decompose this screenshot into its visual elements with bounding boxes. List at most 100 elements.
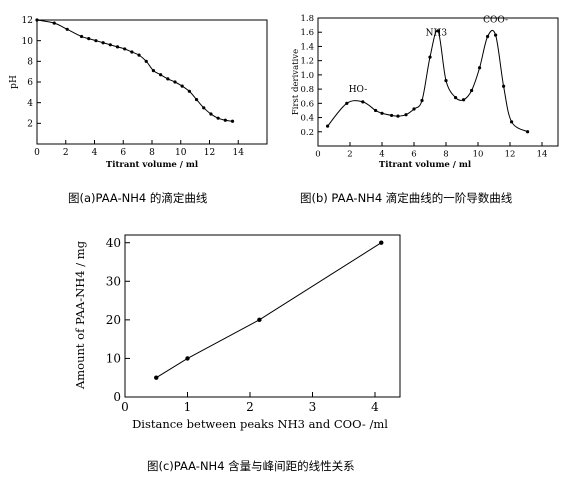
x-tick-label: 10 (473, 150, 484, 160)
y-tick-label: 1.4 (300, 42, 314, 52)
data-point (35, 18, 39, 22)
data-point (166, 77, 170, 81)
x-tick-label: 8 (149, 148, 155, 158)
data-point (159, 73, 163, 77)
data-point (216, 116, 220, 120)
data-point (137, 53, 141, 57)
data-point (115, 45, 120, 49)
chart-b-annotations: HO- NH3 COO- (349, 16, 508, 96)
chart-c-x-axis-label: Distance between peaks NH3 and COO- /ml (132, 417, 388, 431)
data-point (187, 89, 191, 93)
data-point (326, 124, 330, 128)
y-tick-label: 20 (106, 313, 121, 327)
x-tick-label: 0 (34, 148, 40, 158)
y-tick-label: 4 (27, 99, 33, 109)
x-tick-label: 12 (505, 150, 516, 160)
data-point (380, 111, 384, 115)
x-tick-label: 4 (371, 400, 379, 414)
data-point (436, 29, 440, 33)
x-tick-label: 0 (315, 150, 320, 160)
y-tick-label: 40 (106, 236, 121, 250)
data-point (173, 80, 177, 84)
y-tick-label: 8 (27, 57, 33, 67)
chart-b-first-derivative: 0 2 4 6 8 10 12 14 0.2 0.4 0.6 0.8 1.0 1.2 1.4 1.6 1.8 H… (291, 14, 559, 170)
data-point (486, 34, 490, 39)
y-tick-label: 2 (27, 119, 33, 129)
data-point (379, 240, 384, 245)
data-point (144, 59, 148, 63)
x-tick-label: 0 (121, 400, 129, 414)
data-point (345, 101, 349, 105)
x-tick-label: 6 (411, 150, 416, 160)
y-tick-label: 0.2 (300, 128, 314, 138)
x-tick-label: 3 (309, 400, 317, 414)
y-tick-label: 6 (27, 78, 33, 88)
data-point (396, 114, 400, 118)
data-point (154, 375, 159, 380)
data-point (374, 108, 378, 113)
x-tick-label: 1 (184, 400, 192, 414)
data-point (470, 88, 474, 93)
series-line (36, 19, 233, 122)
data-point (185, 356, 190, 361)
data-point (94, 39, 98, 43)
data-point (454, 96, 458, 100)
chart-a-plot-frame (36, 19, 268, 145)
data-point (101, 41, 105, 45)
y-tick-label: 1.6 (300, 28, 314, 38)
data-point (257, 317, 262, 323)
y-tick-label: 30 (106, 274, 121, 288)
y-tick-label: 10 (22, 37, 34, 47)
data-point (202, 106, 206, 110)
peak-annotation: COO- (483, 16, 508, 26)
x-tick-label: 2 (63, 148, 69, 158)
chart-b-x-axis-label: Titrant volume / ml (379, 160, 472, 170)
chart-b-y-axis-label: First derivative (291, 49, 301, 115)
x-tick-label: 6 (120, 148, 126, 158)
x-tick-label: 2 (347, 150, 352, 160)
x-tick-label: 10 (175, 148, 187, 158)
data-point (390, 113, 394, 118)
y-tick-label: 0.8 (300, 85, 314, 95)
chart-c-series (154, 240, 384, 380)
data-point (412, 107, 416, 111)
x-tick-label: 14 (537, 150, 548, 160)
data-point (420, 98, 424, 103)
data-point (180, 84, 184, 88)
data-point (209, 112, 213, 116)
data-point (108, 43, 112, 47)
y-tick-label: 1.2 (300, 57, 314, 67)
x-tick-label: 4 (379, 150, 384, 160)
data-point (361, 100, 365, 104)
data-point (526, 130, 530, 134)
y-tick-label: 12 (22, 16, 33, 26)
caption-b: 图(b) PAA-NH4 滴定曲线的一阶导数曲线 (300, 191, 513, 205)
data-point (87, 37, 91, 41)
data-point (494, 33, 498, 37)
chart-b-ticks: 0 2 4 6 8 10 12 14 0.2 0.4 0.6 0.8 1.0 1.2 1.4 1.6 1.8 (300, 14, 547, 160)
data-point (194, 97, 199, 102)
chart-b-plot-frame (317, 17, 559, 147)
data-point (223, 118, 227, 122)
chart-a-ticks: 0 2 4 6 8 10 12 14 2 4 6 8 10 12 (22, 16, 245, 158)
x-tick-label: 4 (92, 148, 98, 158)
chart-b-series (326, 29, 530, 134)
x-tick-label: 8 (443, 150, 448, 160)
y-tick-label: 0.6 (300, 99, 314, 109)
chart-a-y-axis-label: pH (9, 75, 19, 89)
x-tick-label: 2 (246, 400, 254, 414)
caption-a: 图(a)PAA-NH4 的滴定曲线 (68, 191, 208, 205)
chart-c-y-axis-label: Amount of PAA-NH4 / mg (73, 240, 87, 390)
data-point (404, 113, 408, 117)
chart-a-x-axis-label: Titrant volume / ml (106, 160, 199, 170)
x-tick-label: 14 (233, 148, 245, 158)
chart-a-series (35, 18, 235, 123)
x-tick-label: 12 (204, 148, 215, 158)
y-tick-label: 10 (106, 352, 121, 366)
data-point (428, 55, 432, 59)
data-point (130, 50, 134, 54)
y-tick-label: 1.8 (300, 14, 314, 24)
